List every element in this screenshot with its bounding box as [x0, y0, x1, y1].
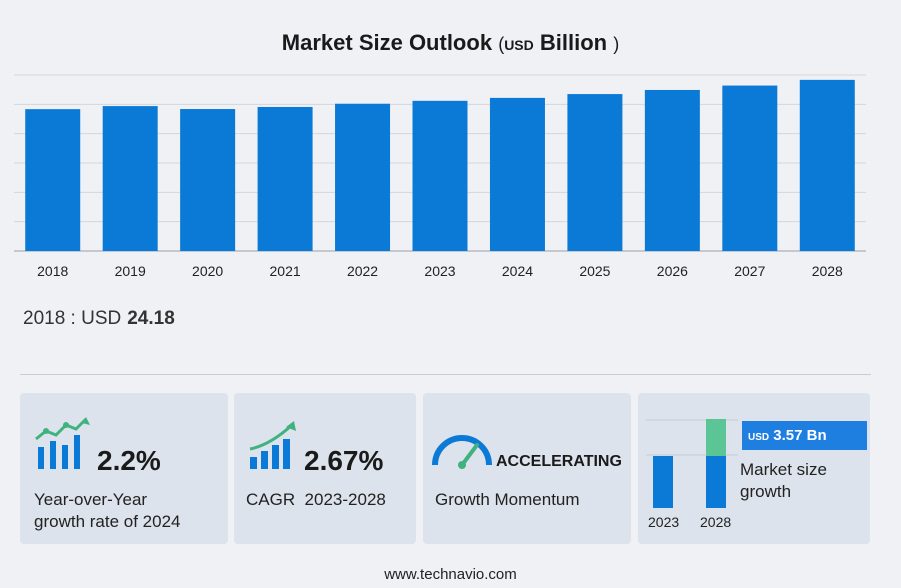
x-tick-label-2027: 2027 — [734, 263, 765, 279]
yoy-card: 2.2% Year-over-Year growth rate of 2024 — [20, 393, 228, 544]
bar-2023 — [412, 100, 468, 252]
bar-2019 — [102, 106, 158, 252]
title-text: Market Size Outlook — [281, 30, 493, 55]
bar-2020 — [180, 109, 236, 251]
bar-2028 — [799, 79, 855, 252]
growth-card: 2023 2028 Market size growth — [638, 393, 870, 544]
x-tick-label-2022: 2022 — [347, 263, 378, 279]
momentum-value: ACCELERATING — [496, 453, 622, 470]
chart-title: Market Size Outlook (USD Billion ) — [0, 30, 901, 56]
x-tick-label-2024: 2024 — [502, 263, 533, 279]
bar-2022 — [335, 103, 391, 251]
x-tick-label-2026: 2026 — [657, 263, 688, 279]
mini-bar-end — [706, 456, 726, 508]
momentum-description: Growth Momentum — [435, 490, 580, 509]
base-year-label: 2018 : USD — [23, 308, 122, 329]
mini-bar-start — [653, 456, 673, 508]
yoy-line2: growth rate of 2024 — [34, 512, 181, 531]
bar-2018 — [25, 109, 81, 251]
growth-badge-value: 3.57 Bn — [773, 427, 827, 444]
cagr-card: 2.67% CAGR 2023-2028 — [234, 393, 416, 544]
growth-line1: Market size — [740, 460, 827, 479]
bar-growth-icon — [35, 417, 90, 469]
bar-2025 — [567, 94, 623, 251]
growth-year-end: 2028 — [700, 514, 732, 530]
title-paren-open: ( — [498, 34, 505, 54]
mini-bar-increment — [706, 419, 726, 456]
speedometer-icon — [432, 435, 492, 469]
yoy-line1: Year-over-Year — [34, 490, 148, 509]
x-tick-label-2025: 2025 — [579, 263, 610, 279]
x-tick-label-2018: 2018 — [37, 263, 68, 279]
x-tick-label-2023: 2023 — [424, 263, 455, 279]
cagr-value: 2.67% — [304, 445, 384, 476]
yoy-value: 2.2% — [97, 445, 161, 476]
growth-badge: USD 3.57 Bn — [742, 421, 867, 450]
bar-2027 — [722, 85, 778, 251]
bar-2024 — [489, 97, 545, 251]
base-year-value: 2018 : USD 24.18 — [23, 308, 175, 330]
growth-description: Market size growth — [740, 459, 827, 503]
cagr-description: CAGR 2023-2028 — [246, 490, 386, 509]
bar-2021 — [257, 106, 313, 252]
momentum-card: ACCELERATING Growth Momentum — [423, 393, 631, 544]
base-year-number: 24.18 — [127, 308, 175, 329]
bar-2026 — [644, 89, 700, 252]
x-tick-label-2019: 2019 — [115, 263, 146, 279]
title-unit-word: Billion — [539, 30, 608, 55]
x-tick-label-2020: 2020 — [192, 263, 223, 279]
section-divider — [20, 374, 871, 375]
rising-bars-icon — [249, 421, 296, 469]
x-tick-label-2021: 2021 — [270, 263, 301, 279]
growth-year-start: 2023 — [648, 514, 680, 530]
growth-badge-unit: USD — [748, 432, 770, 443]
yoy-description: Year-over-Year growth rate of 2024 — [34, 489, 180, 533]
growth-mini-chart — [646, 419, 738, 508]
title-paren-close: ) — [613, 34, 620, 54]
title-unit: USD — [504, 37, 534, 53]
growth-line2: growth — [740, 482, 792, 501]
bar-chart: 2018 2019 2020 2021 2022 2023 2024 2025 2026 2027… — [14, 74, 866, 279]
x-tick-label-2028: 2028 — [812, 263, 843, 279]
footer-site-link[interactable]: www.technavio.com — [384, 566, 517, 583]
